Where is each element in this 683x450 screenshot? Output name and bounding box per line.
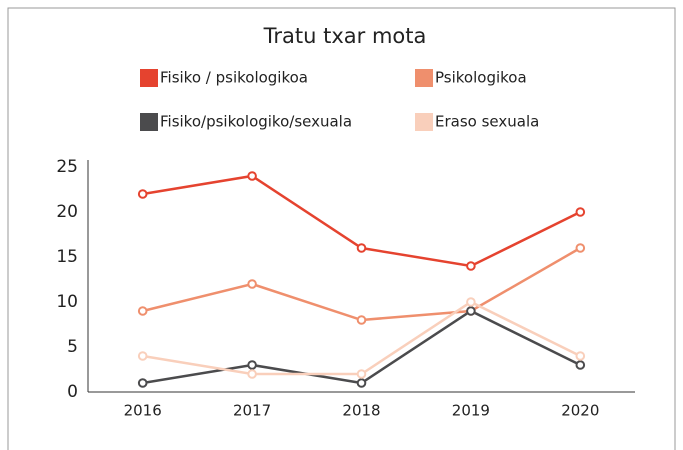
- data-point: [247, 360, 257, 370]
- y-tick-label: 25: [56, 157, 78, 177]
- data-point: [575, 351, 586, 361]
- data-point: [356, 315, 367, 325]
- data-point: [466, 297, 476, 307]
- data-point: [137, 189, 148, 199]
- data-point: [247, 171, 257, 181]
- data-point: [356, 378, 367, 388]
- y-tick-label: 0: [67, 382, 78, 402]
- data-point: [356, 243, 367, 253]
- data-point: [356, 369, 367, 379]
- data-point: [575, 360, 586, 370]
- legend-swatch: [140, 69, 158, 87]
- data-point: [575, 243, 586, 253]
- y-tick-label: 10: [56, 292, 78, 312]
- data-point: [466, 306, 476, 316]
- chart-title: Tratu txar mota: [263, 24, 427, 48]
- data-point: [137, 306, 148, 316]
- x-tick-label: 2020: [561, 402, 599, 420]
- data-point: [466, 261, 476, 271]
- y-tick-label: 20: [56, 202, 78, 222]
- legend-swatch: [140, 113, 158, 131]
- data-point: [137, 351, 148, 361]
- series-line: [142, 246, 581, 322]
- x-tick-label: 2019: [452, 402, 490, 420]
- legend-swatch: [415, 113, 433, 131]
- y-tick-label: 15: [56, 247, 78, 267]
- data-point: [247, 279, 257, 289]
- legend-label: Psikologikoa: [435, 69, 527, 87]
- legend-swatch: [415, 69, 433, 87]
- series-line: [142, 300, 581, 376]
- x-tick-label: 2016: [124, 402, 162, 420]
- frame: [7, 7, 676, 450]
- legend-label: Eraso sexuala: [435, 113, 539, 131]
- x-tick-label: 2018: [342, 402, 380, 420]
- x-tick-label: 2017: [233, 402, 271, 420]
- legend-label: Fisiko/psikologiko/sexuala: [160, 113, 352, 131]
- data-point: [137, 378, 148, 388]
- legend-label: Fisiko / psikologikoa: [160, 69, 308, 87]
- data-point: [575, 207, 586, 217]
- y-tick-label: 5: [67, 337, 78, 357]
- data-point: [247, 369, 257, 379]
